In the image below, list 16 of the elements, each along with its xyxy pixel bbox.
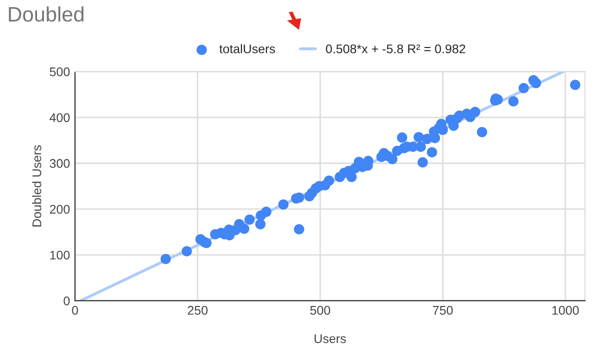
x-tick-label: 750 (433, 306, 453, 315)
y-tick-label: 200 (50, 204, 70, 214)
x-axis-title: Users (314, 334, 346, 344)
y-tick-label: 500 (50, 67, 70, 76)
legend-label: 0.508*x + -5.8 R² = 0.982 (326, 44, 466, 54)
x-tick-label: 250 (188, 306, 208, 315)
chart-title: Doubled (8, 6, 84, 22)
x-tick-label: 500 (310, 306, 330, 315)
x-tick-label: 0 (72, 306, 78, 315)
y-tick-label: 0 (64, 296, 70, 306)
y-tick-label: 300 (50, 159, 70, 168)
y-axis-title: Doubled Users (32, 145, 42, 226)
x-tick-label: 1000 (552, 306, 579, 315)
legend-label: totalUsers (219, 44, 276, 54)
y-tick-label: 400 (50, 113, 70, 122)
y-tick-label: 100 (50, 250, 70, 260)
